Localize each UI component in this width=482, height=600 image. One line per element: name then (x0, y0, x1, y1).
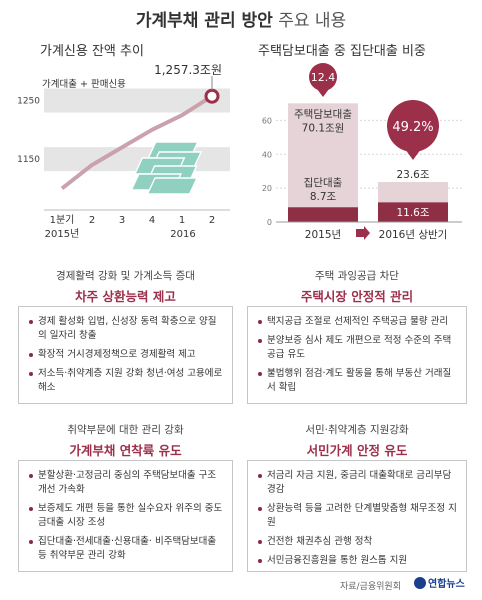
source-note: 자료/금융위원회 (340, 582, 401, 592)
panel-item: 집단대출·전세대출·신용대출· 비주택담보대출 등 취약부문 관리 강화 (29, 535, 224, 563)
logo-text: 연합뉴스 (428, 579, 465, 590)
panel-subtitle: 서민·취약계층 지원강화 (305, 424, 409, 436)
panel-heading: 차주 상환능력 제고 (75, 289, 176, 304)
charts-svg: 가계대출 + 판매신용 1150 1250 1,257.3조원 1분기 2 3 4 1 2 2015… (17, 63, 462, 241)
panel-item: 경제 활성화 입법, 신성장 동력 확충으로 양질의 일자리 창출 (29, 315, 224, 343)
x-tick-label: 2 (209, 215, 215, 226)
bar-y-tick: 60 (262, 116, 272, 125)
series-line (60, 94, 214, 190)
bar-label: 집단대출 (304, 177, 343, 189)
percent-bubble (387, 100, 439, 152)
panel-household: 서민·취약계층 지원강화 서민가계 안정 유도 저금리 자금 지원, 중금리 대… (247, 422, 467, 574)
panel-heading: 가계부채 연착륙 유도 (69, 443, 182, 458)
panel-subtitle: 주택 과잉공급 차단 (315, 270, 399, 282)
panel-item: 보증제도 개편 등을 통한 실수요자 위주의 중도금대출 시장 조성 (29, 502, 224, 530)
arrow-right-icon (356, 226, 370, 240)
panel-heading: 서민가계 안정 유도 (306, 443, 408, 458)
percent-bubble-tail (317, 89, 329, 97)
panel-subtitle: 경제활력 강화 및 가계소득 증대 (56, 270, 195, 282)
group-bar (288, 207, 358, 222)
panel-softlanding: 취약부문에 대한 관리 강화 가계부채 연착륙 유도 분할상환·고정금리 중심의… (18, 422, 233, 574)
bar-y-tick: 40 (262, 150, 272, 159)
bar-category: 2016년 상반기 (379, 229, 448, 241)
group-bar (378, 202, 448, 222)
bar-chart-title: 주택담보대출 중 집단대출 비중 (258, 44, 426, 59)
line-chart-title: 가계신용 잔액 추이 (40, 44, 144, 59)
panel-item: 저소득·취약계층 지원 강화 청년·여성 고용에로 해소 (29, 367, 224, 395)
title-sub: 주요 내용 (278, 11, 347, 31)
panel-item: 불법행위 점검·계도 활동을 통해 부동산 거래질서 확립 (258, 367, 458, 395)
panel-item: 확장적 거시경제정책으로 경제활력 제고 (29, 348, 224, 362)
panel-item: 건전한 채권추심 관행 정착 (258, 535, 458, 549)
panel-item: 분양보증 심사 제도 개편으로 적정 수준의 주택공급 유도 (258, 334, 458, 362)
bar-label: 70.1조원 (302, 122, 345, 134)
y-tick-label: 1150 (17, 155, 40, 165)
title-main: 가계부채 관리 방안 (135, 11, 273, 31)
bar-y-tick: 0 (267, 218, 272, 227)
panel-item: 서민금융진흥원을 통한 원스톱 지원 (258, 554, 458, 568)
x-tick-label: 1분기 (50, 214, 75, 226)
line-legend: 가계대출 + 판매신용 (42, 78, 126, 90)
logo-icon (414, 577, 426, 589)
bar-category: 2015년 (305, 229, 341, 241)
panel-item: 택지공급 조절로 선제적인 주택공급 물량 관리 (258, 315, 458, 329)
total-bar (288, 103, 358, 222)
end-point (204, 88, 220, 104)
grid-band (44, 147, 230, 172)
money-icon (130, 141, 203, 195)
grid-band (44, 88, 230, 113)
bar-y-tick: 20 (262, 184, 272, 193)
percent-label: 12.4 (311, 71, 336, 84)
panel-item: 저금리 자금 지원, 중금리 대출확대로 금리부담 경감 (258, 469, 458, 497)
page-title: 가계부채 관리 방안 주요 내용 (0, 6, 482, 31)
year-label: 2015년 (45, 228, 80, 240)
bar-label: 23.6조 (396, 169, 429, 181)
x-tick-label: 3 (119, 215, 125, 226)
bar-label: 8.7조 (310, 191, 337, 203)
bar-label: 11.6조 (396, 207, 429, 219)
bar-label: 주택담보대출 (294, 108, 352, 120)
annotation-label: 1,257.3조원 (154, 63, 222, 77)
x-tick-label: 2 (89, 215, 95, 226)
panel-item: 상환능력 등을 고려한 단계별맞춤형 채무조정 지원 (258, 502, 458, 530)
panel-repayment: 경제활력 강화 및 가계소득 증대 차주 상환능력 제고 경제 활성화 입법, … (18, 268, 233, 408)
y-tick-label: 1250 (17, 97, 40, 107)
panel-subtitle: 취약부문에 대한 관리 강화 (67, 424, 184, 436)
panel-housing: 주택 과잉공급 차단 주택시장 안정적 관리 택지공급 조절로 선제적인 주택공… (247, 268, 467, 408)
x-tick-label: 4 (149, 215, 155, 226)
logo: 연합뉴스 (414, 575, 465, 590)
percent-label: 49.2% (392, 120, 433, 135)
panel-item: 분할상환·고정금리 중심의 주택담보대출 구조개선 가속화 (29, 469, 224, 497)
percent-bubble-tail (405, 149, 421, 160)
percent-bubble (309, 63, 337, 91)
year-label: 2016 (170, 229, 195, 240)
x-tick-label: 1 (179, 215, 185, 226)
panel-heading: 주택시장 안정적 관리 (300, 289, 414, 304)
